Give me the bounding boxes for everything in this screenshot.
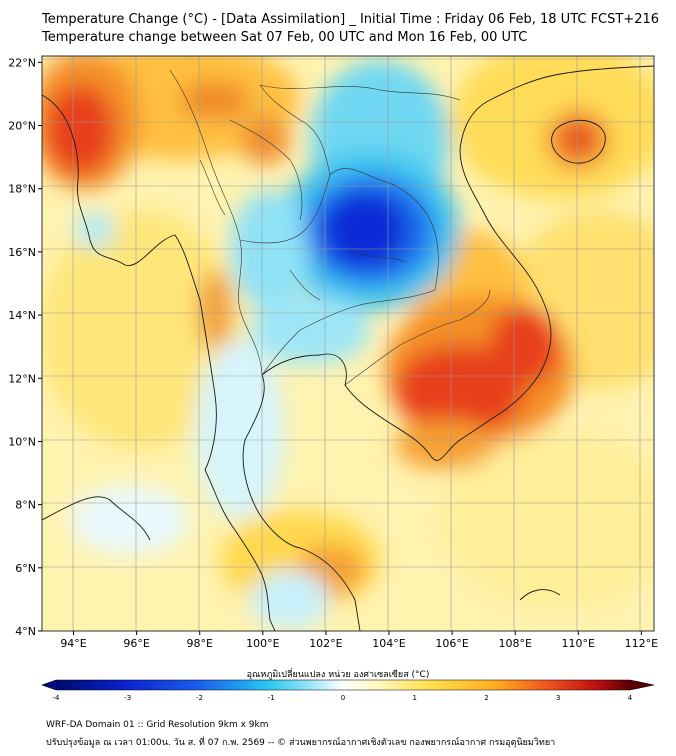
longitude-axis: 94°E 96°E 98°E 100°E 102°E 104°E 106°E 108°E 110… (60, 631, 658, 650)
lat-tick-label: 14°N (8, 309, 36, 322)
country-borders (169, 69, 491, 386)
colorbar-tick-label: 2 (484, 694, 488, 702)
colorbar-tick-label: -4 (53, 694, 61, 702)
lon-tick-label: 94°E (60, 637, 86, 650)
footer-model-info: WRF-DA Domain 01 :: Grid Resolution 9km … (46, 720, 269, 730)
colorbar-tick-label: 0 (341, 694, 345, 702)
lon-tick-label: 102°E (309, 637, 342, 650)
lon-tick-label: 98°E (187, 637, 213, 650)
colorbar-tick-label: -3 (124, 694, 131, 702)
lat-tick-label: 20°N (8, 120, 36, 133)
colorbar: -4 -3 -2 -1 0 1 2 3 4 (41, 679, 655, 702)
lon-tick-label: 112°E (625, 637, 658, 650)
latitude-axis: 22°N 20°N 18°N 16°N 14°N 12°N 10°N 8°N 6°N 4°N (8, 56, 42, 638)
colorbar-right-arrow (630, 680, 654, 690)
colorbar-tick-label: -1 (268, 694, 275, 702)
colorbar-gradient (56, 680, 630, 690)
lat-tick-label: 16°N (8, 246, 36, 259)
lat-tick-label: 8°N (15, 499, 36, 512)
map-subtitle: Temperature change between Sat 07 Feb, 0… (42, 30, 528, 45)
lat-tick-label: 12°N (8, 372, 36, 385)
colorbar-tick-label: 1 (413, 694, 417, 702)
colorbar-tick-label: 4 (628, 694, 633, 702)
lat-tick-label: 10°N (8, 435, 36, 448)
map-gridlines (42, 56, 654, 631)
lat-tick-label: 6°N (15, 562, 36, 575)
lat-tick-label: 22°N (8, 56, 36, 69)
coastlines (42, 65, 654, 631)
colorbar-label: อุณหภูมิเปลี่ยนแปลง หน่วย องศาเซลเซียส (… (246, 670, 430, 680)
lon-tick-label: 106°E (435, 637, 468, 650)
colorbar-tick-label: 3 (556, 694, 560, 702)
map-title: Temperature Change (°C) - [Data Assimila… (42, 12, 660, 27)
lon-tick-label: 96°E (123, 637, 149, 650)
lat-tick-label: 4°N (15, 625, 36, 638)
footer-update-info: ปรับปรุงข้อมูล ณ เวลา 01:00น. วัน ส. ที่… (46, 738, 556, 748)
lat-tick-label: 18°N (8, 183, 36, 196)
temperature-field (42, 56, 654, 631)
lon-tick-label: 104°E (372, 637, 405, 650)
colorbar-tick-label: -2 (196, 694, 203, 702)
lon-tick-label: 108°E (498, 637, 531, 650)
lon-tick-label: 110°E (562, 637, 595, 650)
map-frame (41, 55, 655, 632)
lon-tick-label: 100°E (246, 637, 279, 650)
